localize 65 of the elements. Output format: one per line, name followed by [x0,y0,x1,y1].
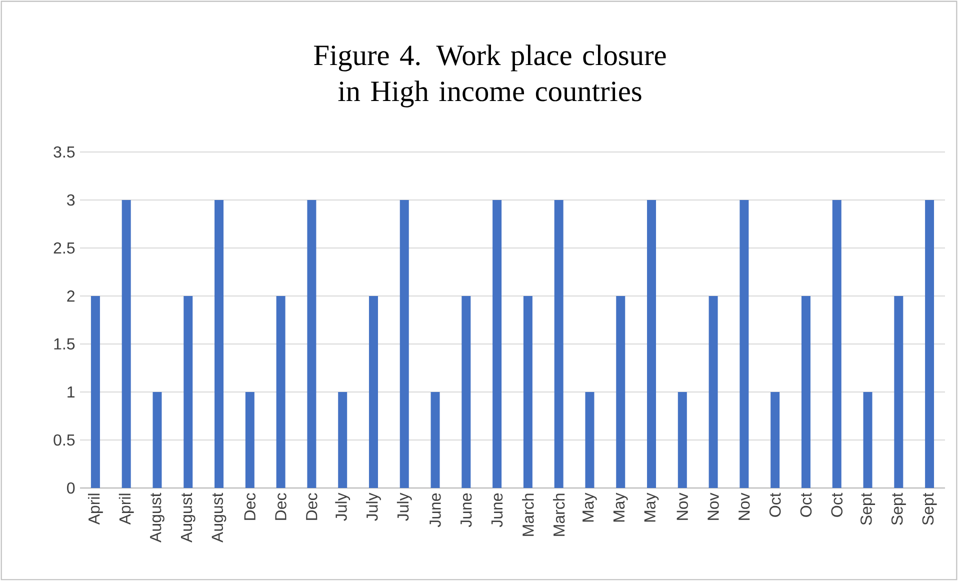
bar [925,200,934,488]
bar [338,392,348,488]
x-tick-label: May [582,492,597,522]
bar [307,200,316,488]
x-tick-label: June [491,493,503,528]
x-tick-label: July [366,492,381,521]
x-tick-label: Sept [922,492,937,525]
bar [894,296,904,488]
x-tick-label: June [430,493,441,528]
bar [801,296,810,488]
x-tick-label: Nov [738,492,750,520]
bar [184,296,193,488]
bar [90,296,100,488]
x-tick-label: July [335,492,350,521]
y-tick-label: 1 [68,386,75,398]
bar [863,392,872,488]
x-tick-label: Dec [306,493,318,520]
x-tick-label: May [644,492,659,522]
y-tick-label: 2.5 [54,242,75,254]
bar [122,200,131,488]
bar [152,392,162,488]
bar [430,392,440,488]
bar [740,200,749,488]
x-tick-label: Oct [831,492,843,517]
bar [585,392,594,488]
y-tick-label: 0.5 [54,434,75,446]
x-tick-label: April [88,494,103,525]
bar [276,296,286,488]
x-tick-label: Oct [800,492,812,517]
x-tick-label: August [212,492,226,542]
bar [400,200,409,488]
chart-title: Figure 4. Work place closure in High income countries [314,44,666,108]
x-tick-label: Dec [244,493,256,520]
x-tick-label: May [613,492,628,522]
y-tick-label: 3 [67,194,75,206]
x-tick-label: July [396,492,412,521]
bar [554,200,564,488]
bar [832,200,842,488]
x-tick-label: Nov [708,492,719,520]
x-tick-label: Sept [891,492,906,525]
x-tick-label: Nov [676,492,688,520]
x-tick-label: August [150,492,164,542]
x-tick-label: Dec [275,493,286,520]
x-tick-label: Sept [860,492,876,525]
bar [647,200,656,488]
y-tick-label: 1.5 [54,338,75,350]
bar [245,392,254,488]
bar [708,296,718,488]
x-tick-label: March [552,494,565,536]
bar [523,296,532,488]
x-tick-label: June [460,493,472,528]
bar [678,392,687,488]
bar [462,296,471,488]
bar [492,200,502,488]
x-tick-label: Oct [769,492,781,517]
y-tick-label: 2 [67,290,74,302]
x-tick-label: August [180,492,196,542]
x-tick-label: April [118,494,134,525]
bar [616,296,626,488]
y-tick-label: 3.5 [54,146,75,158]
bar [368,296,378,488]
bar [214,200,224,488]
y-tick-label: 0 [67,482,75,494]
x-tick-label: March [522,494,534,536]
bar [770,392,780,488]
